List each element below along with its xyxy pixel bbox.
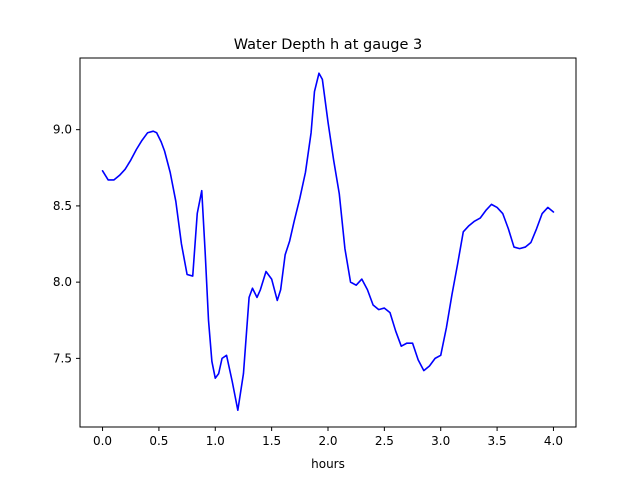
x-tick-label: 0.0 [93,434,112,448]
x-tick-label: 3.5 [488,434,507,448]
x-axis: 0.0 0.5 1.0 1.5 2.0 2.5 3.0 3.5 4.0 [93,427,563,448]
chart-title: Water Depth h at gauge 3 [234,37,422,53]
x-tick-label: 3.0 [431,434,450,448]
series-line-0 [101,72,555,412]
x-axis-label: hours [311,457,345,471]
x-tick-label: 4.0 [544,434,563,448]
y-tick-label: 8.5 [53,199,72,213]
x-tick-label: 0.5 [149,434,168,448]
x-tick-label: 1.5 [262,434,281,448]
y-tick-label: 8.0 [53,275,72,289]
y-tick-label: 7.5 [53,351,72,365]
y-tick-label: 9.0 [53,123,72,137]
x-tick-label: 1.0 [206,434,225,448]
y-axis: 7.5 8.0 8.5 9.0 [53,123,80,365]
x-tick-label: 2.5 [375,434,394,448]
x-tick-label: 2.0 [318,434,337,448]
